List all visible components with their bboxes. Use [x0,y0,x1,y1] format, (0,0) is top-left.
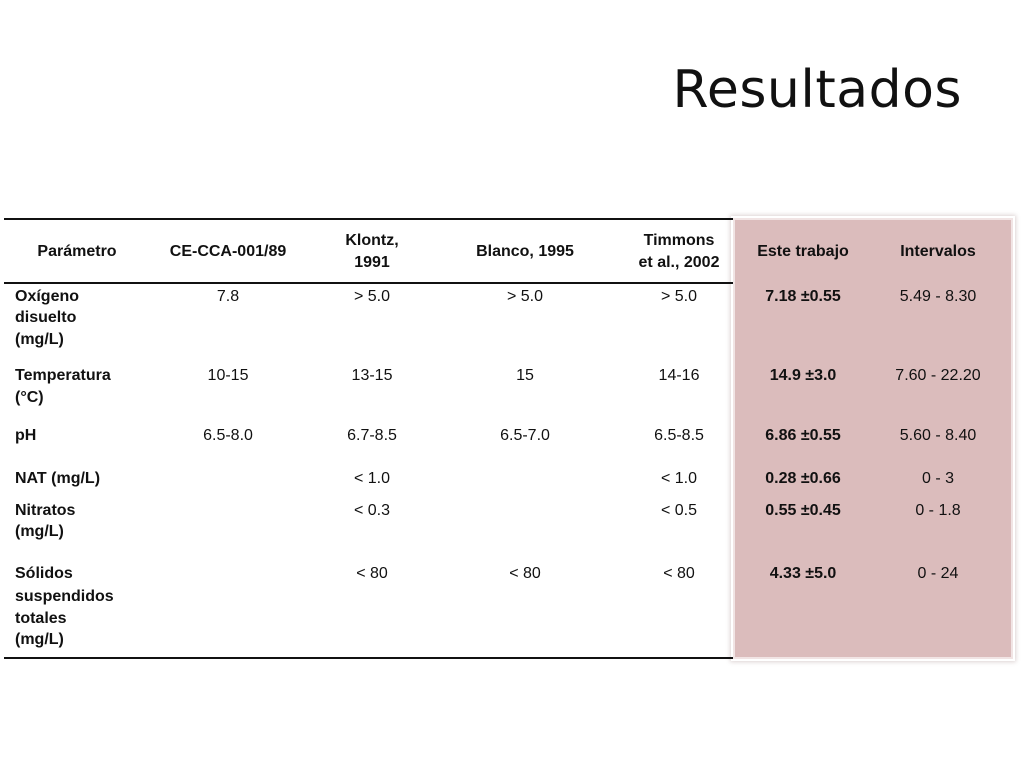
row-solidos-param-line1: Sólidos [15,565,73,582]
row-solidos-timmons: < 80 [663,565,695,582]
row-oxigeno-este: 7.18 ±0.55 [765,288,841,305]
row-nitratos-este: 0.55 ±0.45 [765,502,841,519]
row-ph-klontz: 6.7-8.5 [347,427,397,444]
row-nitratos-timmons: < 0.5 [660,502,698,519]
row-solidos-blanco: < 80 [509,565,541,582]
row-nat-param: NAT (mg/L) [15,470,101,487]
row-temperatura-intervalos: 7.60 - 22.20 [895,367,981,384]
row-nitratos-param-line2: (mg/L) [15,523,64,540]
row-solidos-param-line2: suspendidos [15,588,114,605]
table-bottom-rule [4,657,733,659]
row-temperatura-param-line2: (°C) [15,389,44,406]
row-ph-blanco: 6.5-7.0 [500,427,550,444]
row-temperatura-blanco: 15 [516,367,534,384]
row-nat-intervalos: 0 - 3 [921,470,955,487]
header-timmons-line1: Timmons [643,232,715,249]
header-klontz-line1: Klontz, [345,232,399,249]
row-temperatura-timmons: 14-16 [658,367,700,384]
row-nitratos-param-line1: Nitratos [15,502,76,519]
row-nitratos-klontz: < 0.3 [353,502,391,519]
header-parametro: Parámetro [37,243,117,260]
row-temperatura-param-line1: Temperatura [15,367,111,384]
row-temperatura-klontz: 13-15 [351,367,393,384]
row-oxigeno-param-line2: disuelto [15,309,77,326]
row-nat-timmons: < 1.0 [660,470,698,487]
row-ph-timmons: 6.5-8.5 [654,427,704,444]
row-nat-klontz: < 1.0 [353,470,391,487]
row-ph-este: 6.86 ±0.55 [765,427,841,444]
row-temperatura-ce: 10-15 [207,367,249,384]
row-ph-intervalos: 5.60 - 8.40 [899,427,977,444]
row-solidos-param-line4: (mg/L) [15,631,64,648]
row-oxigeno-param-line1: Oxígeno [15,288,80,305]
header-intervalos: Intervalos [900,243,976,260]
header-ce: CE-CCA-001/89 [169,243,287,260]
highlight-column-box [733,218,1013,659]
header-este-trabajo: Este trabajo [757,243,849,260]
row-solidos-param-line3: totales [15,610,67,627]
row-nat-este: 0.28 ±0.66 [765,470,841,487]
row-oxigeno-timmons: > 5.0 [660,288,698,305]
header-klontz-line2: 1991 [354,254,390,271]
slide-title: Resultados [672,60,962,120]
row-solidos-este: 4.33 ±5.0 [769,565,837,582]
row-nitratos-intervalos: 0 - 1.8 [915,502,961,519]
row-oxigeno-ce: 7.8 [216,288,240,305]
row-temperatura-este: 14.9 ±3.0 [769,367,837,384]
row-oxigeno-klontz: > 5.0 [353,288,391,305]
row-solidos-intervalos: 0 - 24 [917,565,959,582]
row-ph-param: pH [15,427,37,444]
header-timmons-line2: et al., 2002 [638,254,720,271]
row-solidos-klontz: < 80 [356,565,388,582]
row-ph-ce: 6.5-8.0 [203,427,253,444]
row-oxigeno-blanco: > 5.0 [506,288,544,305]
row-oxigeno-param-line3: (mg/L) [15,331,64,348]
row-oxigeno-intervalos: 5.49 - 8.30 [899,288,977,305]
table-top-rule [4,218,733,220]
table-header-rule [4,282,733,284]
header-blanco: Blanco, 1995 [476,243,574,260]
